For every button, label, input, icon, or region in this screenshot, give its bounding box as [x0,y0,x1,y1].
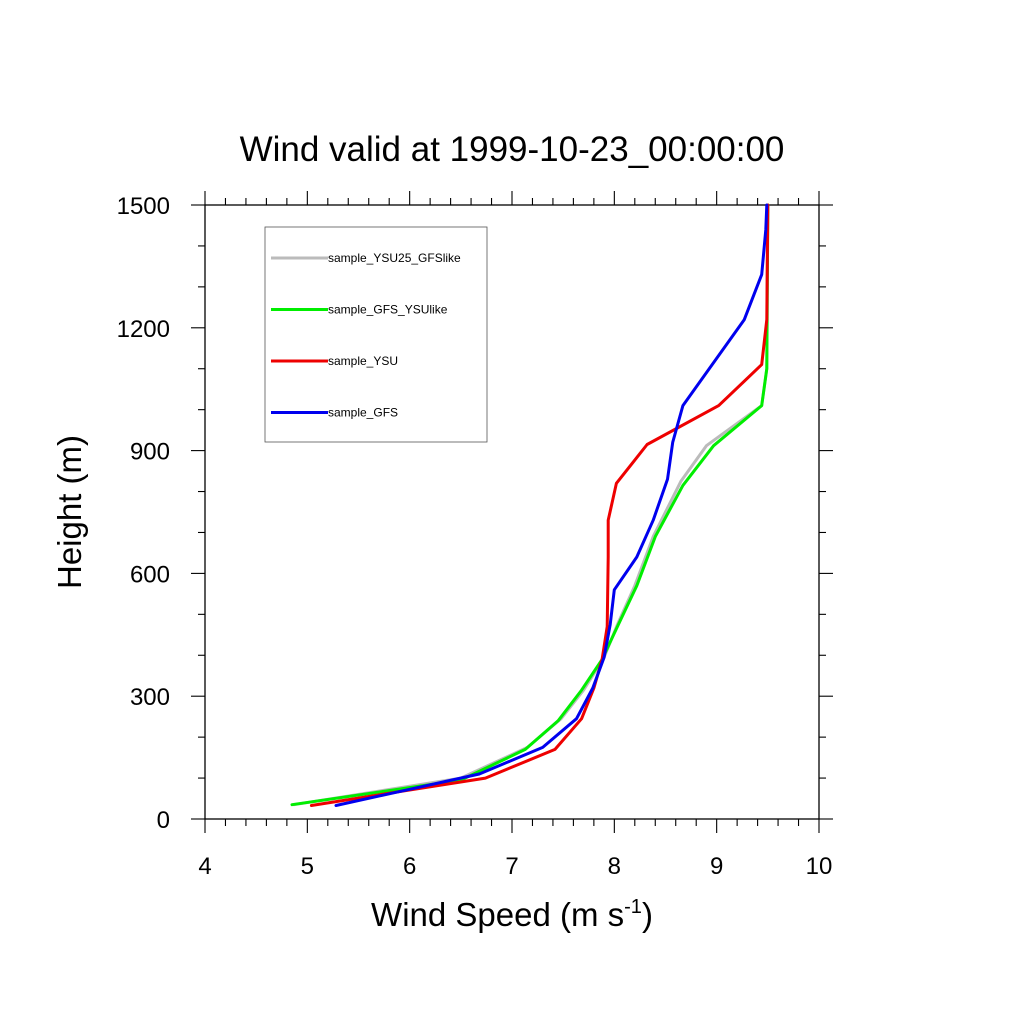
chart-title: Wind valid at 1999-10-23_00:00:00 [240,130,785,169]
legend-label: sample_GFS_YSUlike [328,303,448,317]
x-tick-label: 10 [806,853,833,880]
x-tick-label: 4 [198,853,211,880]
legend: sample_YSU25_GFSlike sample_GFS_YSUlikesa… [264,226,488,443]
axis-ticks [191,191,833,833]
legend-box [264,226,488,443]
x-tick-label: 9 [710,853,723,880]
x-axis-label: Wind Speed (m s-1) [371,896,653,933]
y-tick-label: 0 [157,807,170,834]
x-tick-label: 5 [301,853,314,880]
legend-label: sample_YSU25_GFSlike [328,251,461,265]
legend-label: sample_GFS [328,406,398,420]
plot-frame [204,204,820,820]
y-tick-label: 300 [130,684,170,711]
x-axis-label-superscript: -1 [624,896,642,918]
series-line-sample_YSU [309,203,770,807]
y-tick-label: 600 [130,561,170,588]
x-tick-label: 6 [403,853,416,880]
x-axis-label-end: ) [642,896,653,933]
series-lines [290,203,770,807]
y-tick-label: 1500 [117,193,170,220]
legend-label: sample_YSU [328,354,398,368]
y-tick-labels: 0 300 600 900 1200 1500 [117,193,170,834]
series-line-sample_GFS [334,203,769,807]
x-tick-label: 7 [505,853,518,880]
x-tick-label: 8 [608,853,621,880]
series-line-sample_GFS_YSUlike [290,203,770,807]
x-tick-labels: 4 5 6 7 8 9 10 [198,853,832,880]
y-axis-label: Height (m) [51,435,88,589]
y-tick-label: 1200 [117,316,170,343]
x-axis-label-main: Wind Speed (m s [371,896,624,933]
y-tick-label: 900 [130,439,170,466]
